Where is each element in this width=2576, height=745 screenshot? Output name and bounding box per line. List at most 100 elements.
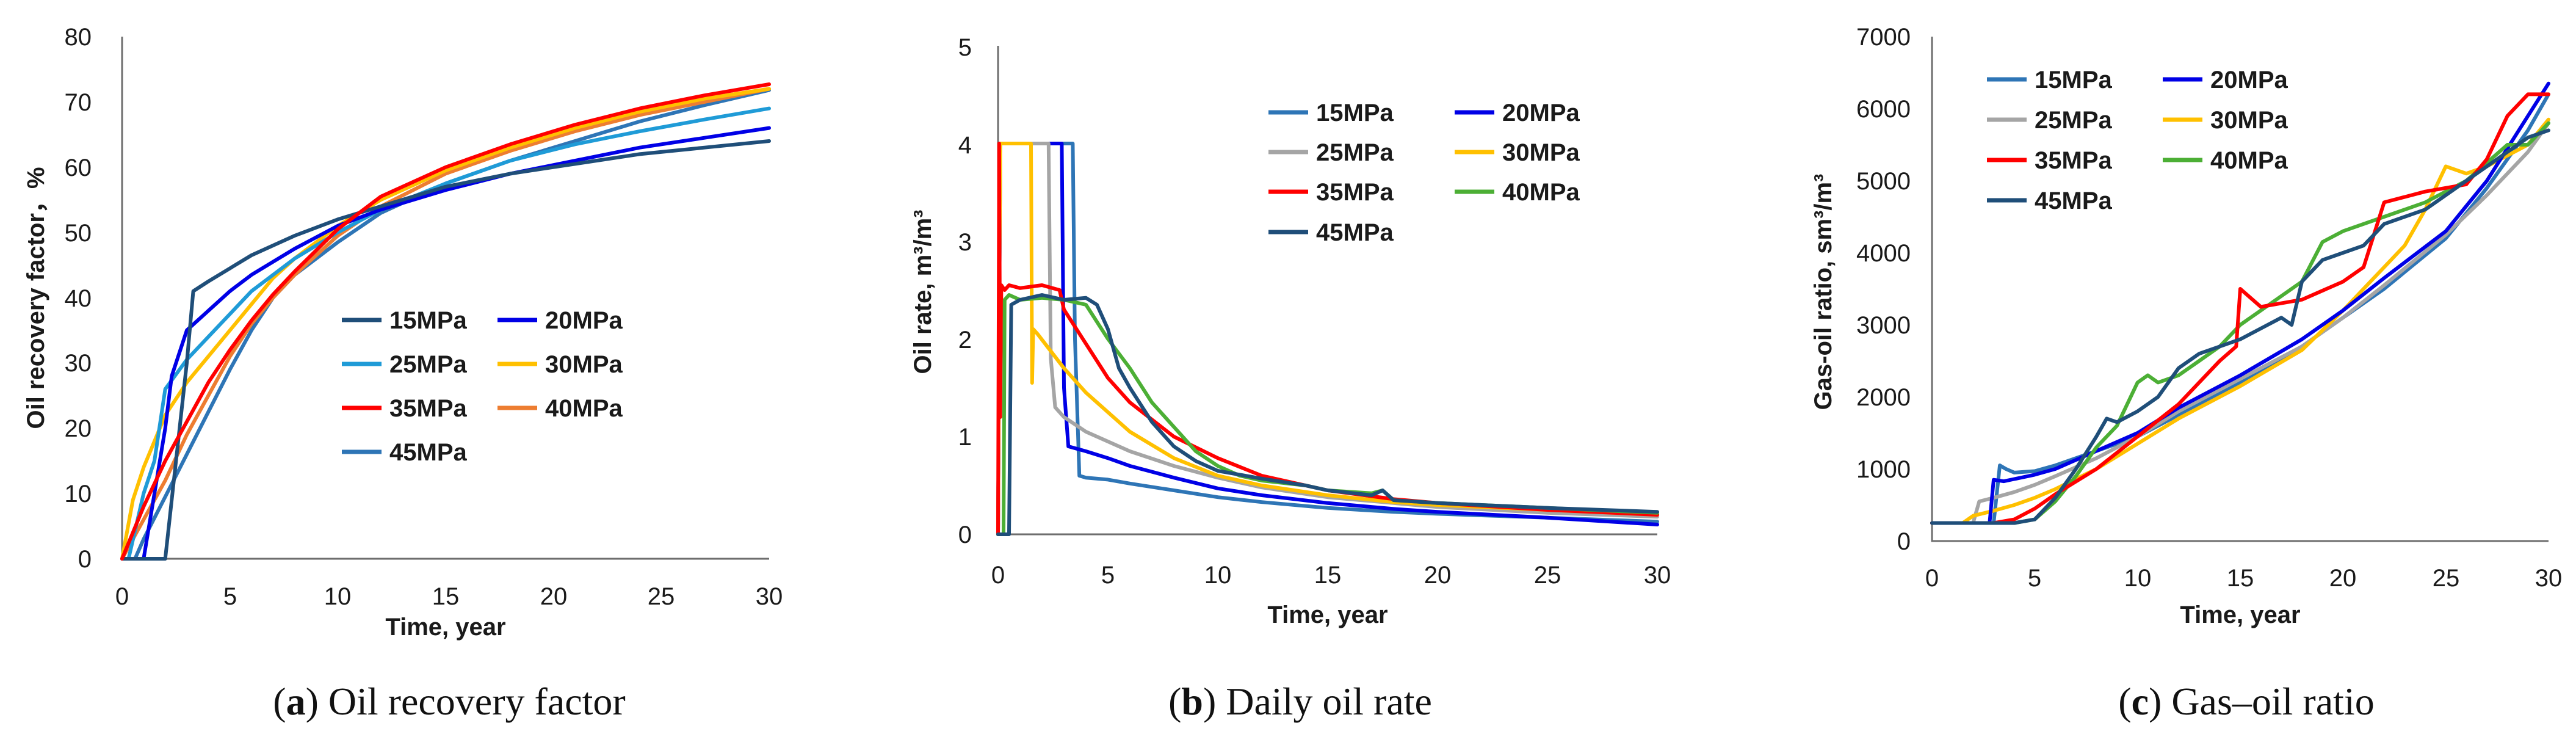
panel-c-y-ticks: 7000 6000 5000 4000 3000 2000 1000 0: [1856, 24, 1911, 555]
legend-label-40MPa: 40MPa: [545, 395, 623, 422]
panel-b-x-ticks: 0 5 10 15 20 25 30: [991, 562, 1671, 589]
panel-b-xtick: 0: [991, 562, 1005, 589]
panel-b-xtick: 5: [1101, 562, 1115, 589]
panel-a-xtick: 10: [324, 583, 352, 610]
panel-a-caption-text: Oil recovery factor: [328, 680, 626, 723]
panel-b-caption-text: Daily oil rate: [1226, 680, 1432, 723]
panel-a-series-40MPa: [120, 87, 771, 561]
panel-b-xtick: 15: [1314, 562, 1342, 589]
legend-label-40MPa: 40MPa: [1502, 179, 1580, 206]
panel-a-xtick: 20: [540, 583, 568, 610]
panel-b-ylabel-text: Oil rate, m³/m³: [910, 210, 936, 374]
legend-label-30MPa: 30MPa: [545, 351, 623, 378]
panel-b-ytick: 4: [958, 132, 972, 159]
panel-c-series-40MPa: [1930, 121, 2550, 525]
legend-label-30MPa: 30MPa: [1502, 139, 1580, 166]
panel-b-ytick: 1: [958, 424, 972, 451]
panel-a-legend: 15MPa 20MPa 25MPa 30MPa 35MPa 40MPa 45MP…: [342, 307, 623, 466]
panel-a-ytick: 40: [65, 285, 92, 312]
panel-c-caption-text: Gas–oil ratio: [2171, 680, 2374, 723]
legend-label-45MPa: 45MPa: [389, 439, 467, 466]
panel-a-series-20MPa: [120, 126, 771, 561]
panel-c-series-25MPa: [1930, 121, 2550, 525]
panel-a-ytick: 30: [65, 350, 92, 377]
panel-b-y-ticks: 5 4 3 2 1 0: [958, 34, 972, 548]
panel-c-xtick: 25: [2433, 565, 2460, 592]
legend-label-45MPa: 45MPa: [1316, 219, 1394, 246]
panel-a-ytick: 70: [65, 89, 92, 116]
panel-a-caption-letter: a: [286, 680, 306, 723]
legend-label-30MPa: 30MPa: [2210, 107, 2288, 134]
panel-a-xtick: 25: [648, 583, 675, 610]
panel-c-series-20MPa: [1930, 81, 2550, 525]
panel-a-series-15MPa: [120, 139, 771, 561]
panel-a-series: [120, 82, 771, 561]
legend-label-45MPa: 45MPa: [2035, 187, 2112, 214]
panel-b-series-45MPa: [996, 293, 1659, 536]
panel-c-series: [1930, 81, 2550, 525]
panel-a-ytick: 80: [65, 24, 92, 51]
panel-c-ytick: 7000: [1856, 24, 1911, 51]
legend-label-35MPa: 35MPa: [389, 395, 467, 422]
legend-label-25MPa: 25MPa: [1316, 139, 1394, 166]
panel-c-xtick: 30: [2535, 565, 2563, 592]
panel-b-legend: 15MPa 20MPa 25MPa 30MPa 35MPa 40MPa 45MP…: [1268, 100, 1580, 246]
panel-c-ytick: 0: [1897, 528, 1911, 555]
panel-c-xtick: 15: [2227, 565, 2254, 592]
panel-c-x-ticks: 0 5 10 15 20 25 30: [1925, 565, 2562, 592]
panel-b-xlabel: Time, year: [1267, 601, 1387, 628]
panel-c-ylabel-text: Gas-oil ratio, sm³/m³: [1810, 174, 1837, 410]
panel-a-series-25MPa: [120, 106, 771, 561]
legend-label-25MPa: 25MPa: [389, 351, 467, 378]
panel-c-ytick: 5000: [1856, 168, 1911, 195]
legend-label-15MPa: 15MPa: [1316, 100, 1394, 126]
panel-b-xtick: 20: [1424, 562, 1452, 589]
panel-c-xtick: 10: [2124, 565, 2152, 592]
legend-label-40MPa: 40MPa: [2210, 147, 2288, 174]
panel-a-ytick: 50: [65, 220, 92, 247]
legend-label-15MPa: 15MPa: [389, 307, 467, 334]
panel-a: 80 70 60 50 40 30 20 10 0 0 5 10 15 20 2…: [23, 24, 783, 723]
panel-c-series-45MPa: [1930, 128, 2550, 525]
panel-b: 5 4 3 2 1 0 0 5 10 15 20 25 30 Time, yea…: [910, 34, 1671, 723]
panel-c-ytick: 2000: [1856, 384, 1911, 411]
panel-a-xtick: 15: [432, 583, 460, 610]
panel-c-ytick: 3000: [1856, 312, 1911, 339]
panel-c-series-30MPa: [1930, 117, 2550, 525]
panel-a-xtick: 30: [756, 583, 783, 610]
panel-c-ylabel: Gas-oil ratio, sm³/m³: [1810, 174, 1837, 410]
panel-b-xtick: 10: [1204, 562, 1232, 589]
panel-a-xtick: 0: [115, 583, 129, 610]
legend-label-20MPa: 20MPa: [2210, 67, 2288, 93]
panel-a-x-ticks: 0 5 10 15 20 25 30: [115, 583, 783, 610]
legend-label-35MPa: 35MPa: [2035, 147, 2112, 174]
panel-c-xtick: 0: [1925, 565, 1939, 592]
legend-label-25MPa: 25MPa: [2035, 107, 2112, 134]
panel-a-caption: (a) Oil recovery factor: [273, 680, 625, 723]
panel-b-xtick: 25: [1534, 562, 1561, 589]
panel-c-caption: (c) Gas–oil ratio: [2118, 680, 2374, 723]
panel-c-legend: 15MPa 20MPa 25MPa 30MPa 35MPa 40MPa 45MP…: [1987, 67, 2288, 214]
panel-c-xtick: 5: [2028, 565, 2041, 592]
panel-b-xtick: 30: [1644, 562, 1671, 589]
legend-label-20MPa: 20MPa: [545, 307, 623, 334]
panel-a-ytick: 20: [65, 415, 92, 442]
panel-a-xtick: 5: [223, 583, 237, 610]
panel-b-series: [996, 142, 1659, 536]
panel-a-ytick: 10: [65, 481, 92, 507]
panel-b-ylabel: Oil rate, m³/m³: [910, 210, 936, 374]
panel-b-ytick: 2: [958, 327, 972, 354]
panel-c-axes: [1931, 37, 2549, 542]
panel-c-xtick: 20: [2329, 565, 2357, 592]
panel-b-ytick: 0: [958, 522, 972, 548]
panel-c-ytick: 1000: [1856, 456, 1911, 483]
panel-b-ytick: 3: [958, 229, 972, 256]
panel-c: 7000 6000 5000 4000 3000 2000 1000 0 0 5…: [1810, 24, 2562, 723]
panel-a-ylabel: Oil recovery factor，%: [23, 167, 49, 429]
panel-c-caption-letter: c: [2132, 680, 2149, 723]
panel-b-ytick: 5: [958, 34, 972, 61]
legend-label-35MPa: 35MPa: [1316, 179, 1394, 206]
panel-c-xlabel: Time, year: [2180, 601, 2300, 628]
panel-a-ytick: 0: [78, 546, 92, 573]
